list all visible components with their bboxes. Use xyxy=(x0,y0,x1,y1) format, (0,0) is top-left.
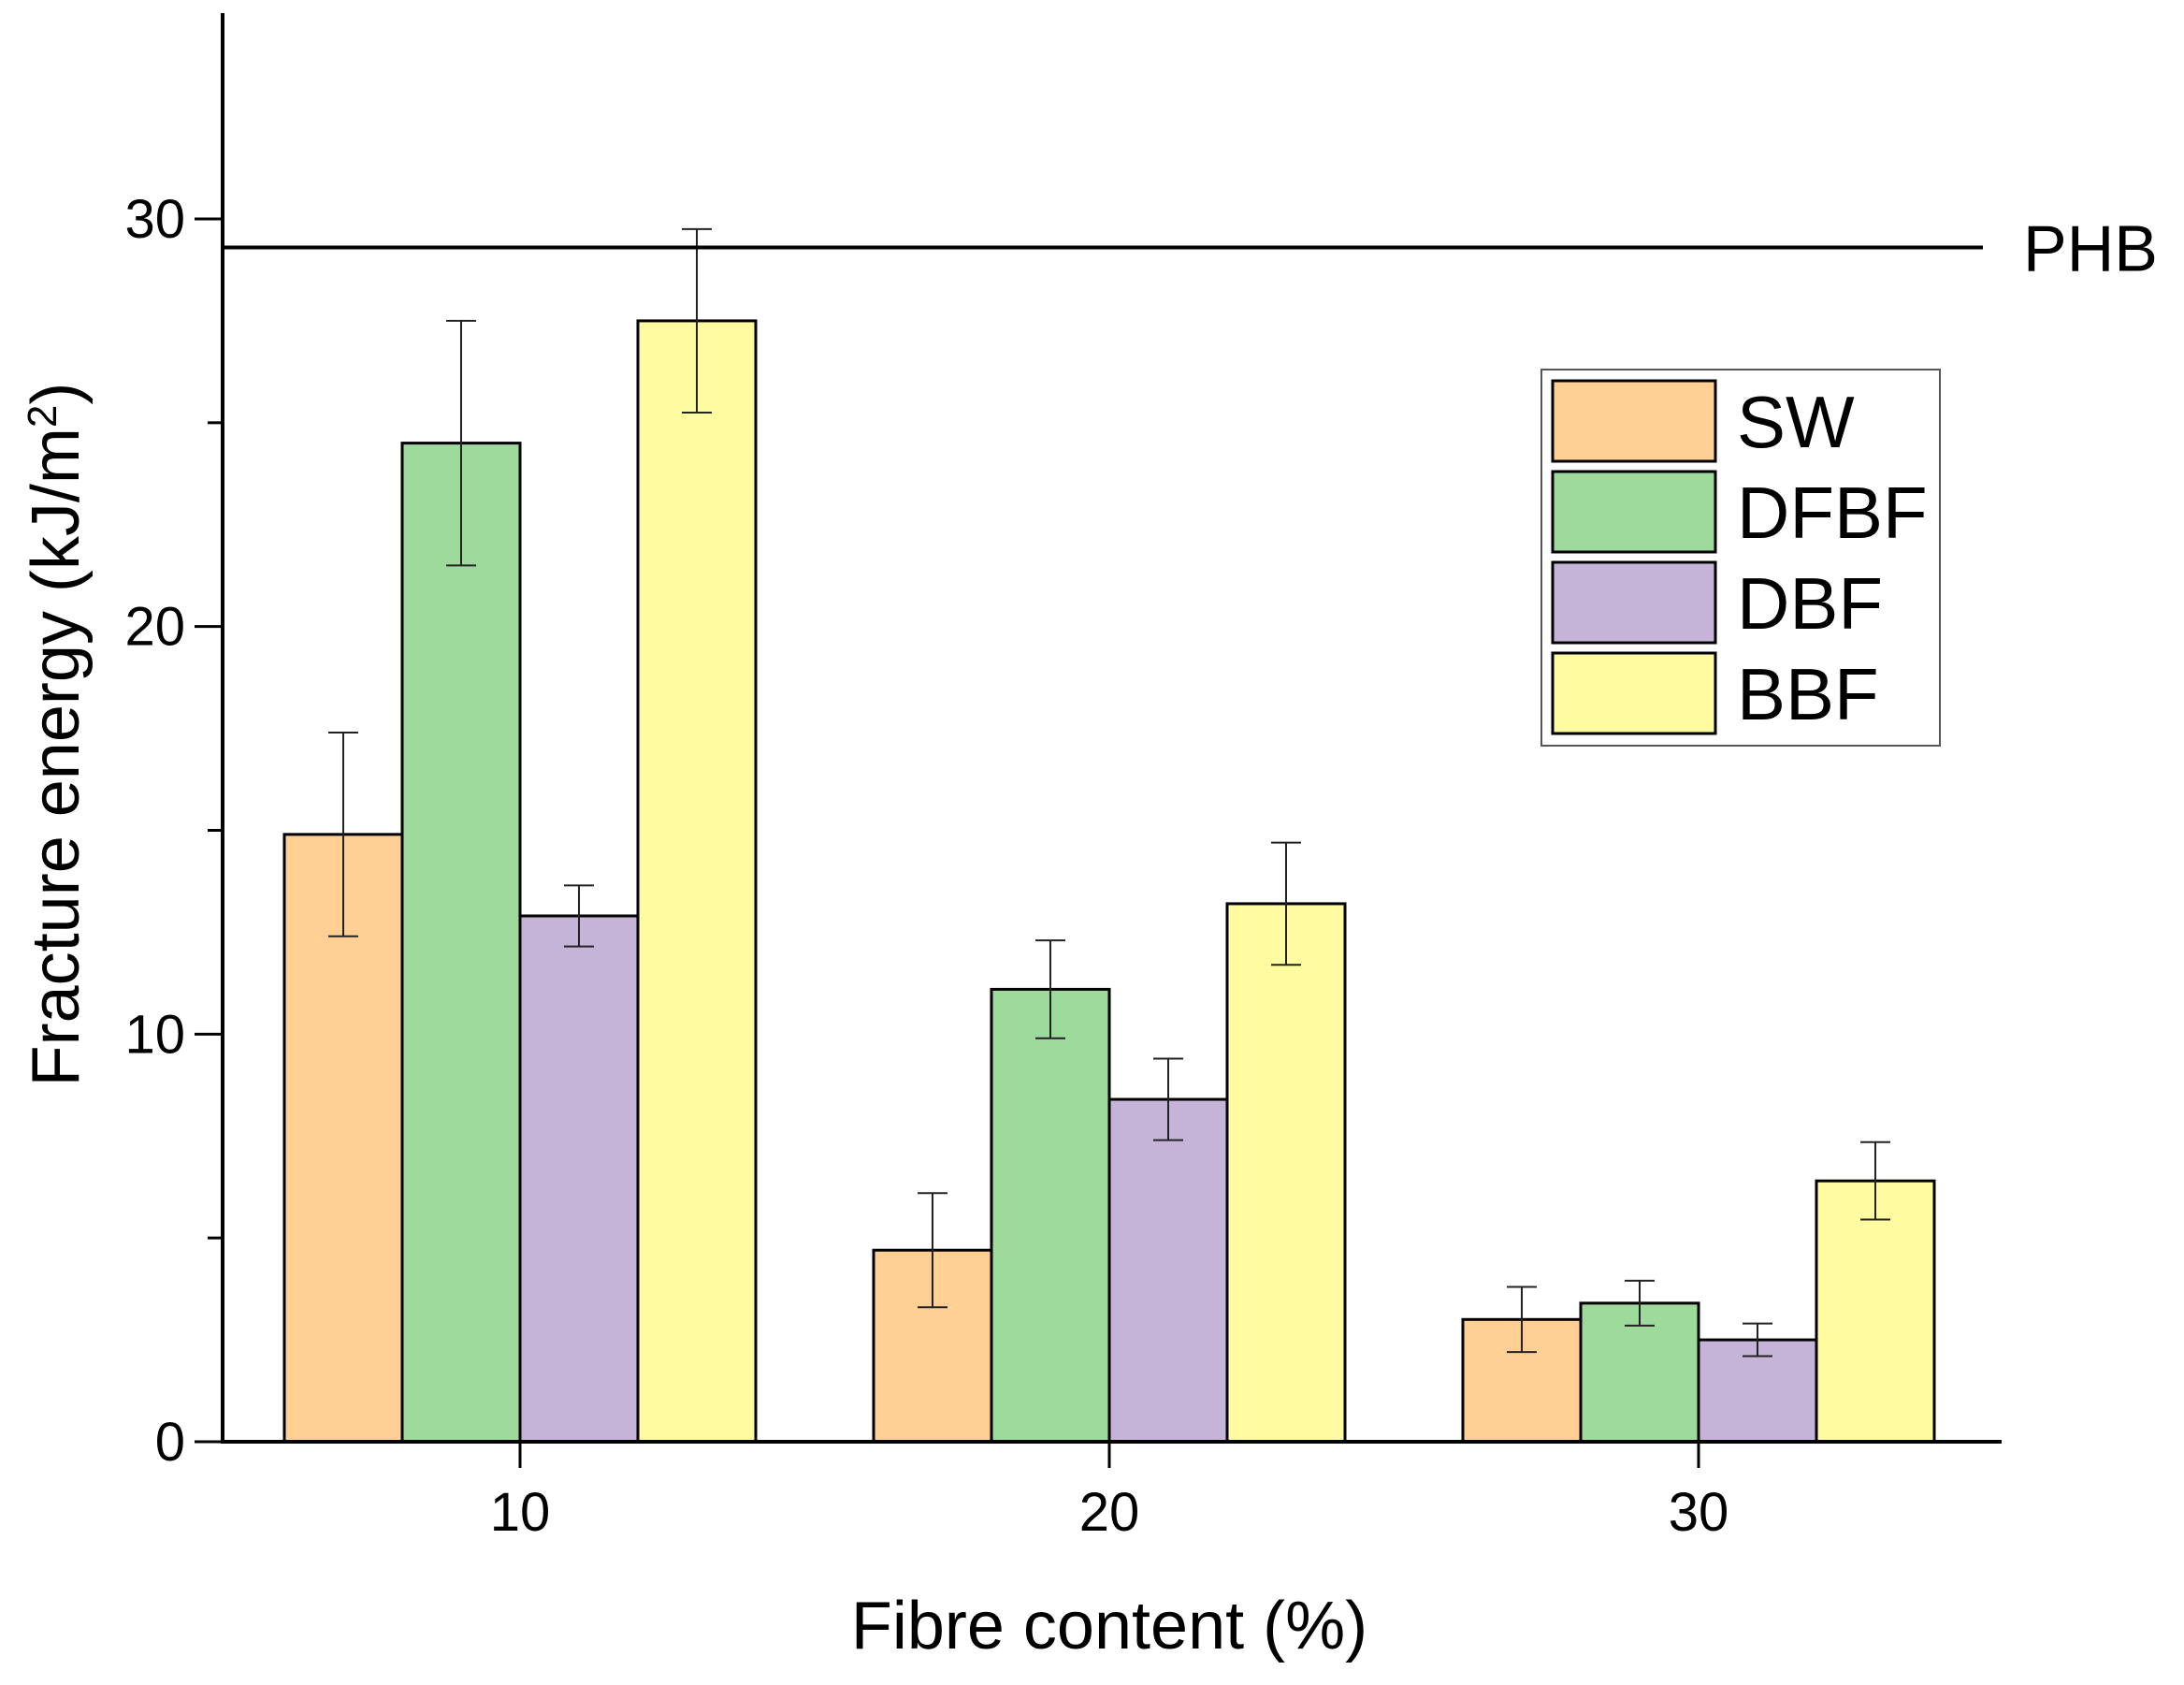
x-tick-label: 30 xyxy=(1669,1482,1729,1543)
y-axis-title-main: Fracture energy (kJ/m xyxy=(19,428,94,1086)
legend-swatch-bbf xyxy=(1551,651,1717,735)
legend-label-sw: SW xyxy=(1737,381,1855,463)
x-tick-label: 10 xyxy=(490,1482,551,1543)
reference-line-layer: PHB xyxy=(223,211,2158,284)
x-axis-title: Fibre content (%) xyxy=(851,1589,1367,1663)
ticks-layer: 0 10 20 30 10 20 30 xyxy=(124,189,1728,1543)
bar-dfbf-10 xyxy=(400,442,522,1444)
bar-bbf-30 xyxy=(1815,1179,1936,1444)
legend-swatch-dbf xyxy=(1551,560,1717,645)
phb-reference-label: PHB xyxy=(2023,211,2158,284)
legend-swatch-sw xyxy=(1551,379,1717,463)
y-tick-label: 0 xyxy=(155,1412,185,1473)
legend-label-dfbf: DFBF xyxy=(1737,472,1928,554)
y-axis-title: Fracture energy (kJ/m2) xyxy=(19,383,94,1087)
legend-label-dbf: DBF xyxy=(1737,562,1883,645)
error-bars-layer xyxy=(328,227,1890,1358)
y-axis-title-close: ) xyxy=(19,383,94,405)
legend-swatch-dfbf xyxy=(1551,470,1717,554)
bar-dbf-20 xyxy=(1107,1097,1229,1444)
bar-dbf-10 xyxy=(518,914,640,1444)
bar-dfbf-20 xyxy=(990,987,1111,1444)
y-tick-label: 30 xyxy=(124,189,185,250)
axes-layer xyxy=(221,13,2002,1444)
legend-label-bbf: BBF xyxy=(1737,653,1879,735)
y-tick-label: 20 xyxy=(124,597,185,658)
bar-bbf-10 xyxy=(636,319,758,1444)
y-axis-title-superscript: 2 xyxy=(20,405,65,428)
x-tick-label: 20 xyxy=(1079,1482,1140,1543)
bar-bbf-20 xyxy=(1225,902,1347,1444)
y-tick-label: 10 xyxy=(124,1004,185,1065)
